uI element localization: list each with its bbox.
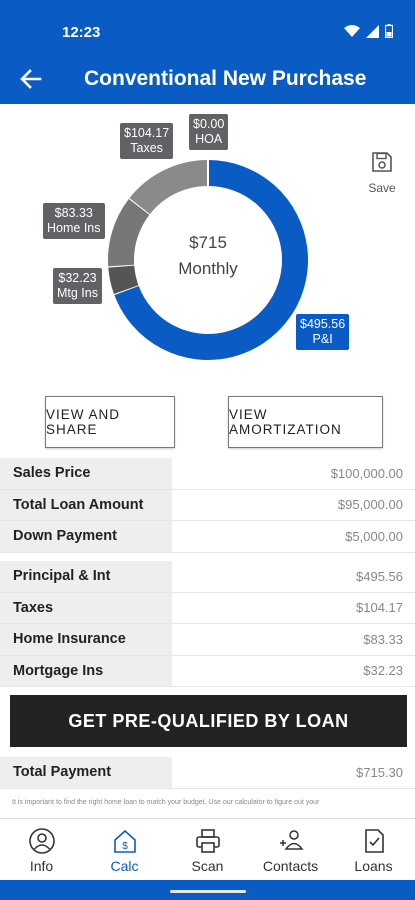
table-row: Principal & Int $495.56 [0,561,415,593]
tag-taxes-value: $104.17 [124,126,170,140]
save-label: Save [368,181,396,195]
total-value: $715.30 [356,764,403,780]
row-label: Sales Price [0,458,172,489]
tag-pi: $495.56 P&I [296,314,350,350]
row-label: Down Payment [0,521,172,552]
donut-slice-home-ins [108,199,150,267]
document-check-icon [364,829,384,853]
monthly-label: Monthly [178,259,238,278]
bottom-nav: Info $ Calc Scan Contacts Loans [0,818,415,880]
row-value: $495.56 [356,568,403,584]
row-label: Taxes [0,592,172,623]
tag-home-ins-label: Home Ins [47,221,101,235]
svg-text:$: $ [122,841,128,852]
table-row: Mortgage Ins $32.23 [0,655,415,687]
floppy-disk-icon [372,152,392,172]
back-arrow-icon[interactable] [18,66,44,92]
nav-info[interactable]: Info [0,819,83,880]
calc-house-icon: $ [113,829,136,853]
donut-slice-taxes [129,160,209,215]
get-pre-qualified-button[interactable]: GET PRE-QUALIFIED BY LOAN [10,695,407,747]
tag-hoa-value: $0.00 [193,117,225,131]
tag-home-ins-value: $83.33 [54,206,93,220]
wifi-icon [344,24,360,37]
nav-calc-label: Calc [110,858,139,874]
table-row: Sales Price $100,000.00 [0,458,415,490]
view-and-share-button[interactable]: VIEW AND SHARE [45,396,175,448]
status-time: 12:23 [62,24,101,41]
nav-scan-label: Scan [191,858,224,874]
row-label: Mortgage Ins [0,655,172,686]
contacts-icon [279,830,303,850]
tag-hoa-label: HOA [195,132,223,146]
tag-taxes: $104.17 Taxes [120,123,174,159]
tag-pi-value: $495.56 [300,317,346,331]
nav-scan[interactable]: Scan [166,819,249,880]
row-value: $32.23 [363,663,403,679]
tag-home-ins: $83.33 Home Ins [43,203,105,239]
signal-icon [366,24,379,38]
donut-center: $715 Monthly [158,230,258,282]
table-row: Total Loan Amount $95,000.00 [0,489,415,521]
save-button[interactable]: Save [367,150,397,195]
row-value: $104.17 [356,600,403,616]
total-table: Total Payment $715.30 [0,757,415,789]
row-value: $95,000.00 [337,497,403,513]
tag-taxes-label: Taxes [130,141,163,155]
donut-slice-mtg-ins [108,265,139,295]
payment-breakdown-table: Principal & Int $495.56 Taxes $104.17 Ho… [0,561,415,687]
nav-contacts-label: Contacts [262,858,319,874]
monthly-amount: $715 [189,233,227,252]
app-bar: Conventional New Purchase [0,58,415,104]
row-label: Total Loan Amount [0,489,172,520]
tag-mtg-ins-value: $32.23 [58,271,97,285]
nav-loans-label: Loans [354,858,393,874]
payment-donut-chart [108,160,308,360]
view-amortization-button[interactable]: VIEW AMORTIZATION [228,396,383,448]
system-nav-bar [0,880,415,900]
home-indicator [170,890,246,893]
nav-contacts[interactable]: Contacts [249,819,332,880]
row-value: $100,000.00 [330,465,403,481]
nav-info-label: Info [29,858,54,874]
row-value: $5,000.00 [345,528,403,544]
nav-calc[interactable]: $ Calc [83,819,166,880]
disclaimer-text: It is important to find the right home l… [12,799,320,806]
system-icons [344,24,393,38]
person-icon [28,828,55,854]
page-title: Conventional New Purchase [84,67,367,90]
battery-icon [385,24,393,38]
tag-pi-label: P&I [312,332,333,346]
printer-icon [195,829,220,853]
row-value: $83.33 [363,631,403,647]
tag-hoa: $0.00 HOA [189,114,229,150]
table-row: Down Payment $5,000.00 [0,521,415,553]
tag-mtg-ins: $32.23 Mtg Ins [53,268,102,304]
tag-mtg-ins-label: Mtg Ins [57,286,98,300]
total-label: Total Payment [0,757,172,788]
table-row: Taxes $104.17 [0,592,415,624]
loan-table: Sales Price $100,000.00 Total Loan Amoun… [0,458,415,553]
table-row: Home Insurance $83.33 [0,624,415,656]
donut-slice-p-i [114,160,308,360]
nav-loans[interactable]: Loans [332,819,415,880]
row-label: Home Insurance [0,624,172,655]
total-row: Total Payment $715.30 [0,757,415,789]
status-bar: 12:23 [0,0,415,58]
row-label: Principal & Int [0,561,172,592]
